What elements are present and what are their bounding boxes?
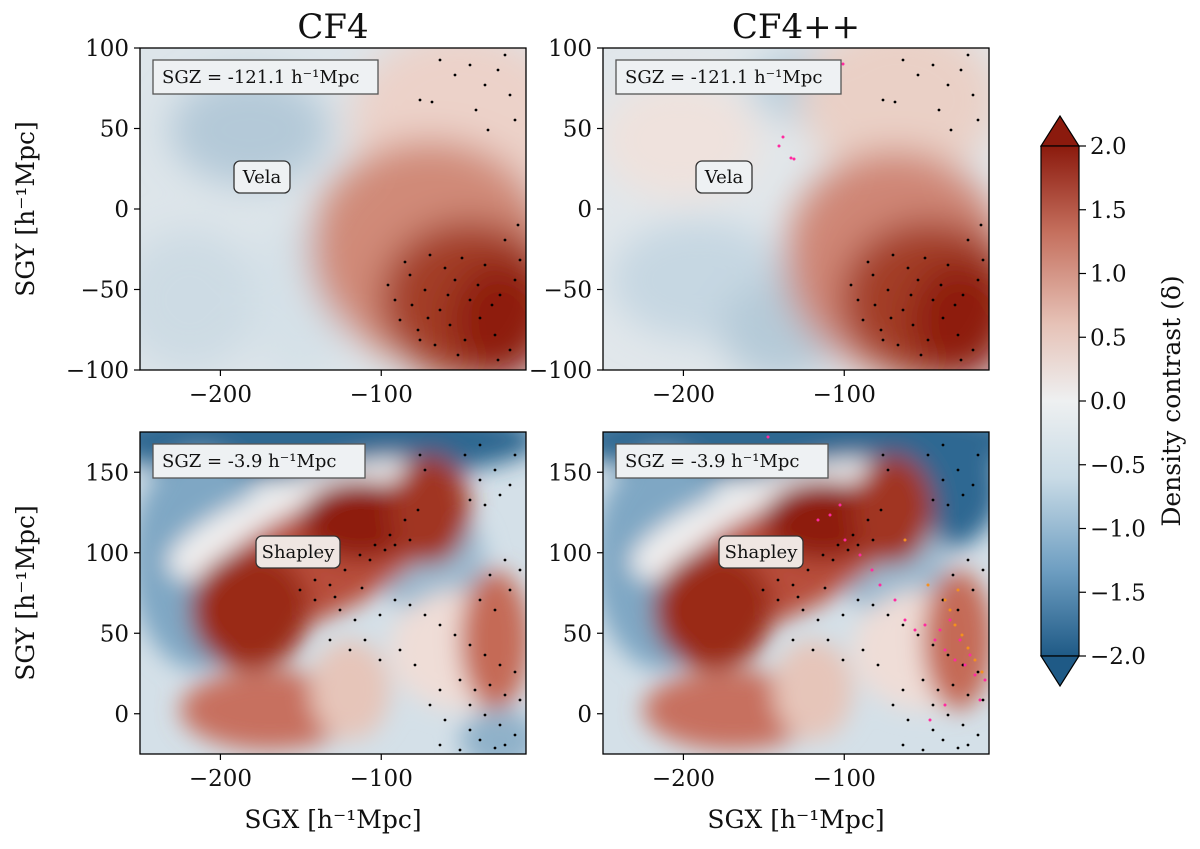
slice-annotation-top-left: SGZ = -121.1 h⁻¹Mpc [152, 59, 379, 95]
colorbar-tick-label: 1.5 [1090, 198, 1127, 224]
ytick-label: 0 [114, 702, 129, 728]
colorbar-bar [1040, 145, 1080, 657]
xtick-label: −100 [350, 766, 413, 792]
axes-frame-bottom-right [602, 431, 990, 755]
colorbar-tick-label: −2.0 [1090, 644, 1146, 670]
ytick-label: 100 [548, 36, 592, 62]
panel-bottom-right: SGZ = -3.9 h⁻¹Mpc Shapley [602, 431, 990, 755]
colorbar-tick-label: 0.5 [1090, 325, 1127, 351]
structure-label-bottom-right: Shapley [725, 542, 799, 563]
colorbar-label: Density contrast (δ) [1157, 275, 1186, 526]
ytick-label: 0 [577, 702, 592, 728]
structure-annotation-bottom-left: Shapley [255, 535, 341, 569]
colorbar-tick-label: −0.5 [1090, 453, 1146, 479]
panel-top-right: SGZ = -121.1 h⁻¹Mpc Vela [602, 47, 990, 371]
colorbar: 2.0 1.5 1.0 0.5 0.0 −0.5 −1.0 −1.5 −2.0 Density … [1039, 114, 1186, 688]
ytick-label: 0 [577, 197, 592, 223]
axes-frame-bottom-left [139, 431, 527, 755]
ytick-label: 100 [85, 541, 129, 567]
slice-annotation-bottom-left: SGZ = -3.9 h⁻¹Mpc [152, 443, 366, 479]
xlabel-bottom-left: SGX [h⁻¹Mpc] [244, 805, 421, 834]
colorbar-tick-label: 2.0 [1090, 134, 1127, 160]
density-field-bottom-left [140, 432, 526, 754]
structure-label-bottom-left: Shapley [262, 542, 336, 563]
structure-annotation-bottom-right: Shapley [718, 535, 804, 569]
structure-label-top-right: Vela [704, 167, 744, 188]
column-title-cf4: CF4 [297, 7, 368, 47]
xtick-label: −100 [350, 382, 413, 408]
structure-label-top-left: Vela [242, 167, 282, 188]
ytick-label: −100 [66, 358, 129, 384]
ytick-label: −50 [80, 278, 129, 304]
colorbar-tick-label: −1.5 [1090, 580, 1146, 606]
ylabel-top-left: SGY [h⁻¹Mpc] [11, 121, 40, 297]
ytick-label: 100 [548, 541, 592, 567]
colorbar-ticks: 2.0 1.5 1.0 0.5 0.0 −0.5 −1.0 −1.5 −2.0 [1079, 134, 1146, 670]
ytick-label: 150 [548, 460, 592, 486]
ytick-label: 150 [85, 460, 129, 486]
slice-annotation-bottom-right: SGZ = -3.9 h⁻¹Mpc [615, 443, 829, 479]
slice-label-bottom-right: SGZ = -3.9 h⁻¹Mpc [625, 451, 800, 472]
ytick-label: 50 [100, 621, 129, 647]
galaxy-points-bottom-right [758, 435, 987, 752]
xtick-label: −200 [189, 766, 252, 792]
slice-annotation-top-right: SGZ = -121.1 h⁻¹Mpc [615, 59, 842, 95]
xtick-label: −200 [652, 382, 715, 408]
structure-annotation-top-right: Vela [695, 160, 753, 194]
slice-label-top-left: SGZ = -121.1 h⁻¹Mpc [162, 67, 359, 88]
xtick-label: −200 [189, 382, 252, 408]
galaxy-points-top-left [386, 53, 522, 362]
slice-label-bottom-left: SGZ = -3.9 h⁻¹Mpc [162, 451, 337, 472]
xlabel-bottom-right: SGX [h⁻¹Mpc] [707, 805, 884, 834]
ytick-label: 50 [100, 117, 129, 143]
ytick-label: 50 [563, 117, 592, 143]
xtick-label: −100 [813, 382, 876, 408]
colorbar-tick-label: 0.0 [1090, 389, 1127, 415]
density-field-top-left [140, 48, 526, 370]
ylabel-bottom-left: SGY [h⁻¹Mpc] [11, 505, 40, 681]
xtick-label: −200 [652, 766, 715, 792]
galaxy-points-top-right [777, 53, 985, 362]
colorbar-tick-label: −1.0 [1090, 517, 1146, 543]
panel-top-left: SGZ = -121.1 h⁻¹Mpc Vela [139, 47, 527, 371]
ytick-label: 100 [85, 36, 129, 62]
ytick-label: −50 [543, 278, 592, 304]
colorbar-extend-top [1039, 114, 1081, 147]
ytick-label: 50 [563, 621, 592, 647]
panel-bottom-left: SGZ = -3.9 h⁻¹Mpc Shapley [139, 431, 527, 755]
galaxy-points-bottom-left [298, 443, 522, 752]
ytick-label: −100 [529, 358, 592, 384]
density-field-bottom-right [603, 432, 989, 754]
ytick-label: 0 [114, 197, 129, 223]
structure-annotation-top-left: Vela [233, 160, 291, 194]
colorbar-tick-label: 1.0 [1090, 262, 1127, 288]
column-title-cf4pp: CF4++ [732, 7, 860, 47]
slice-label-top-right: SGZ = -121.1 h⁻¹Mpc [625, 67, 822, 88]
xtick-label: −100 [813, 766, 876, 792]
colorbar-extend-bottom [1039, 655, 1081, 688]
axis-ticks: −200 −100 −100 −50 0 50 100 −200 −100 −100 −50 0 50 1… [66, 36, 876, 792]
